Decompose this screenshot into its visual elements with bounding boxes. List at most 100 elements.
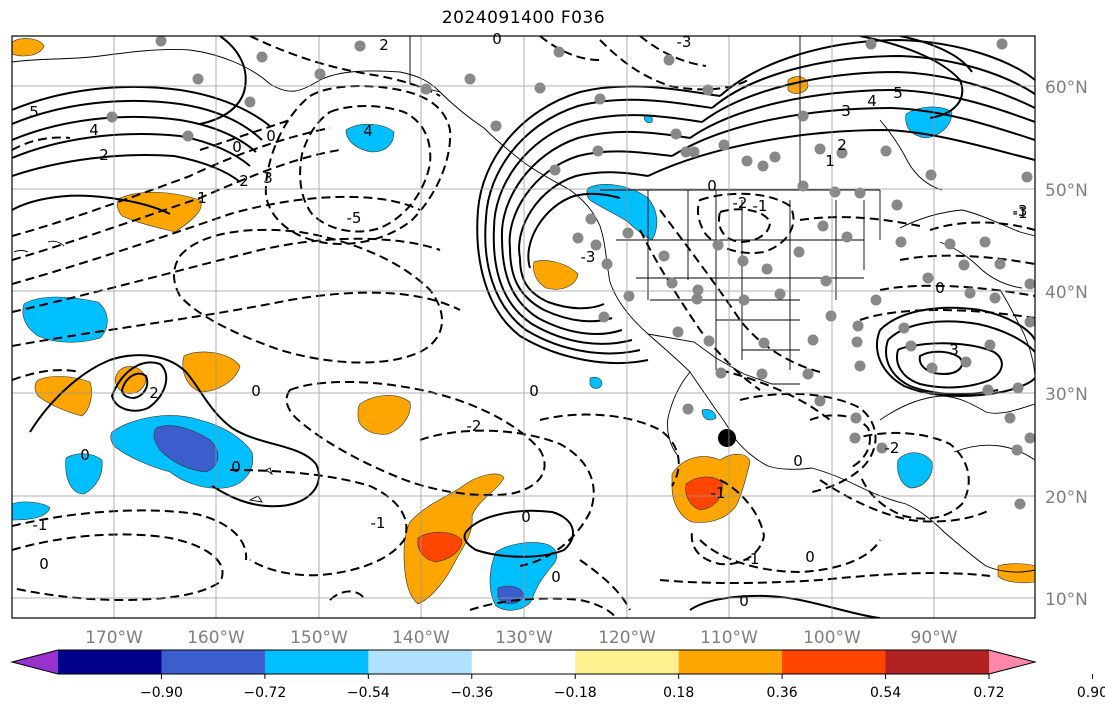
contour-label: 2 bbox=[239, 172, 249, 190]
contour-label: 0 bbox=[805, 548, 815, 566]
contour-label: 0 bbox=[551, 568, 561, 586]
colorbar-tick-label: −0.36 bbox=[450, 685, 493, 701]
colorbar-segment bbox=[678, 650, 783, 674]
orange-area bbox=[533, 260, 579, 290]
colorbar-tick-label: 0.90 bbox=[1077, 685, 1105, 701]
lon-label: 110°W bbox=[700, 628, 758, 648]
map-title: 2024091400 F036 bbox=[441, 8, 606, 28]
contour-label: 0 bbox=[232, 138, 242, 156]
graticule bbox=[12, 36, 1035, 618]
contour-label: 0 bbox=[521, 508, 531, 526]
colorbar-segment bbox=[58, 650, 162, 674]
colorbar-outline bbox=[10, 649, 1037, 675]
lon-label: 130°W bbox=[495, 628, 553, 648]
colorbar-tick-label: 0.54 bbox=[870, 685, 901, 701]
colorbar-segment bbox=[782, 650, 887, 674]
contour-label: 1 bbox=[197, 189, 207, 207]
lat-label: 30°N bbox=[1045, 385, 1088, 405]
contour-label: 2 bbox=[837, 136, 847, 154]
colorbar-tick-label: 0.72 bbox=[973, 685, 1004, 701]
contour-label: 0 bbox=[231, 458, 241, 476]
contour-label: -5 bbox=[347, 209, 362, 227]
lon-label: 160°W bbox=[187, 628, 245, 648]
lon-label: 100°W bbox=[803, 628, 861, 648]
contour-label: -2 bbox=[733, 194, 748, 212]
contour-label: 0 bbox=[492, 30, 502, 48]
contour-label: -1 bbox=[745, 550, 760, 568]
lon-label: 170°W bbox=[85, 628, 143, 648]
shaded-areas bbox=[12, 38, 1035, 611]
contour-label: 5 bbox=[893, 84, 903, 102]
contour-label: -3 bbox=[581, 248, 596, 266]
light-blue-area bbox=[701, 409, 717, 421]
contour-label: 4 bbox=[363, 122, 373, 140]
lon-label: 120°W bbox=[598, 628, 656, 648]
contour-label: 0 bbox=[707, 177, 717, 195]
colorbar-tick-label: −0.90 bbox=[140, 685, 183, 701]
contour-label: -1 bbox=[371, 514, 386, 532]
lat-label: 60°N bbox=[1045, 78, 1088, 98]
contour-label: 0 bbox=[793, 452, 803, 470]
contour-label: 0 bbox=[39, 555, 49, 573]
longitude-labels: 170°W 160°W 150°W 140°W 130°W 120°W 110°… bbox=[85, 628, 958, 648]
contour-label: 2 bbox=[99, 146, 109, 164]
colorbar-segment bbox=[368, 650, 473, 674]
lon-label: 90°W bbox=[911, 628, 958, 648]
contour-label: -3 bbox=[1013, 202, 1028, 220]
contour-label: 0 bbox=[80, 446, 90, 464]
map-frame bbox=[11, 35, 1036, 619]
contour-label: 0 bbox=[935, 279, 945, 297]
light-blue-area bbox=[589, 376, 603, 389]
contour-label: -1 bbox=[711, 484, 726, 502]
orange-area bbox=[12, 38, 45, 57]
contour-label: -3 bbox=[677, 33, 692, 51]
light-blue-area bbox=[22, 296, 108, 343]
contour-label: 0 bbox=[266, 127, 276, 145]
contour-label: -1 bbox=[753, 197, 768, 215]
colorbar-tick-label: −0.72 bbox=[243, 685, 286, 701]
light-blue-area bbox=[345, 123, 395, 153]
contour-label: 1 bbox=[825, 152, 835, 170]
contour-label: -2 bbox=[885, 439, 900, 457]
blue-area bbox=[153, 425, 219, 473]
colorbar-extend-high bbox=[989, 650, 1035, 674]
contour-label: -2 bbox=[467, 417, 482, 435]
contour-label: 0 bbox=[251, 382, 261, 400]
contour-label: 2 bbox=[379, 36, 389, 54]
contour-label: 3 bbox=[263, 169, 273, 187]
lat-label: 10°N bbox=[1045, 590, 1088, 610]
light-blue-area bbox=[12, 501, 51, 521]
colorbar-segment bbox=[575, 650, 680, 674]
light-blue-area bbox=[897, 452, 933, 489]
lat-label: 20°N bbox=[1045, 488, 1088, 508]
contour-label: 5 bbox=[29, 103, 39, 121]
contour-label: 0 bbox=[739, 592, 749, 610]
station-markers bbox=[106, 36, 1035, 510]
contour-labels: 20-3-1542004123-5345210-1-3200-20-100-10… bbox=[29, 30, 1028, 610]
colorbar: −0.90 −0.72 −0.54 −0.36 −0.18 0.18 0.36 0.54 0.7… bbox=[10, 649, 1105, 701]
colorbar-segment bbox=[885, 650, 990, 674]
target-point-marker bbox=[718, 429, 736, 447]
colorbar-tick-label: 0.18 bbox=[663, 685, 694, 701]
red-area bbox=[417, 531, 463, 563]
colorbar-tick-label: −0.18 bbox=[554, 685, 597, 701]
contour-label: -1 bbox=[1013, 204, 1028, 222]
orange-area bbox=[997, 563, 1035, 584]
lat-label: 40°N bbox=[1045, 283, 1088, 303]
contour-label: 4 bbox=[89, 121, 99, 139]
contour-label: 2 bbox=[149, 384, 159, 402]
lon-label: 140°W bbox=[392, 628, 450, 648]
orange-area bbox=[34, 376, 92, 417]
dashed-contours bbox=[12, 36, 1035, 618]
colorbar-segment bbox=[264, 650, 369, 674]
light-blue-area bbox=[65, 453, 103, 495]
red-area bbox=[685, 476, 723, 511]
lat-label: 50°N bbox=[1045, 181, 1088, 201]
contour-label: 4 bbox=[867, 92, 877, 110]
lon-label: 150°W bbox=[290, 628, 348, 648]
colorbar-tick-label: −0.54 bbox=[347, 685, 390, 701]
colorbar-tick-label: 0.36 bbox=[767, 685, 798, 701]
orange-area bbox=[357, 395, 411, 435]
colorbar-segment bbox=[161, 650, 266, 674]
